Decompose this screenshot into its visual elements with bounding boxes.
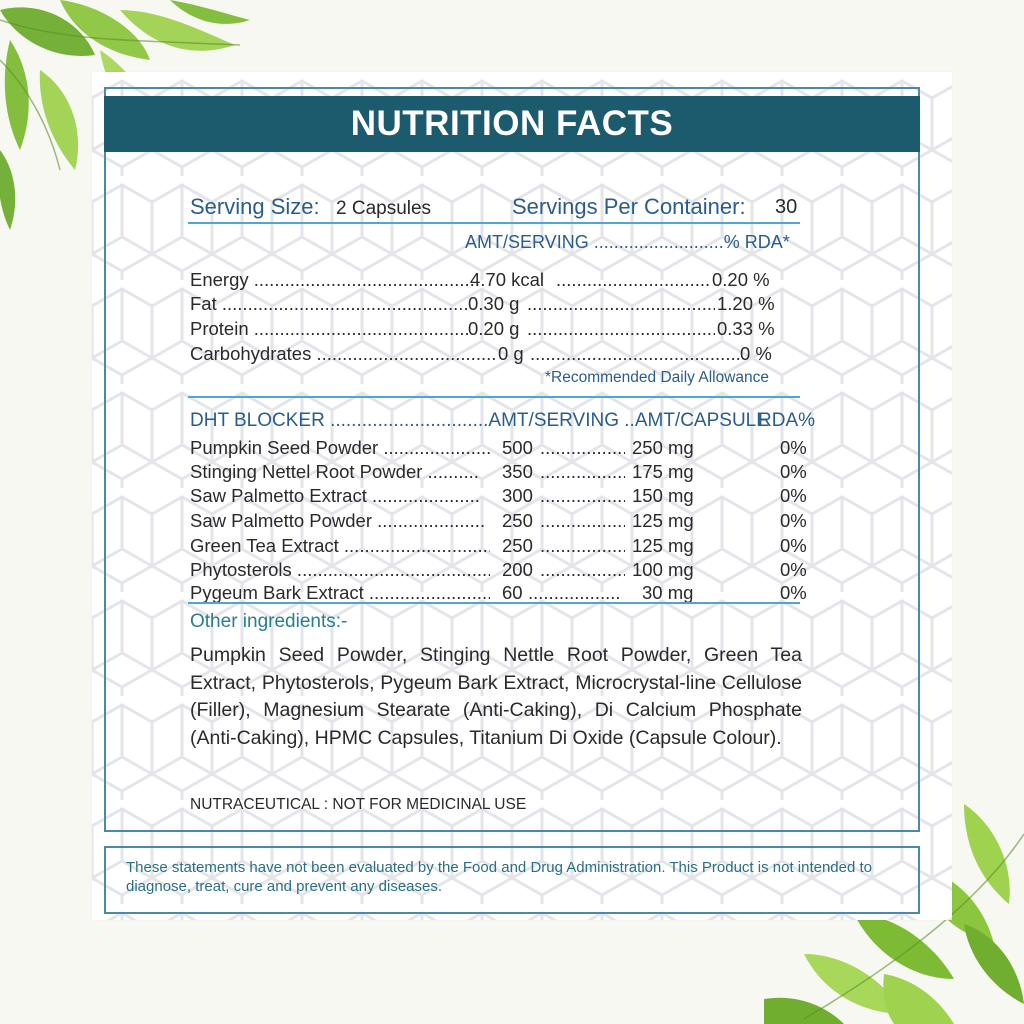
amount-per-capsule: 125 mg <box>632 535 694 556</box>
label-panel <box>92 72 952 920</box>
nutrient-rda: 0.20 % <box>712 269 770 290</box>
nutrient-amount: 4.70 kcal <box>470 269 545 290</box>
table-row: Phytosterols ...........................… <box>190 559 810 583</box>
amount-per-serving: 200 <box>502 559 533 580</box>
ingredient-name: Phytosterols ...........................… <box>190 559 490 580</box>
nutrient-row: Energy .................................… <box>190 269 810 293</box>
ingredient-name: Saw Palmetto Powder ....................… <box>190 510 486 531</box>
geometric-background-pattern <box>92 72 952 920</box>
nutrient-leader: ........................................… <box>527 318 715 339</box>
amount-per-serving: 250 <box>502 535 533 556</box>
amount-per-capsule: 175 mg <box>632 461 694 482</box>
row-leader: .................. <box>540 535 625 556</box>
amount-per-capsule: 30 mg <box>642 582 694 603</box>
dht-rda-header: RDA% <box>758 410 816 431</box>
nutrient-leader: ........................................… <box>530 343 740 364</box>
nutrient-rda: 1.20 % <box>717 293 775 314</box>
amount-per-capsule: 100 mg <box>632 559 694 580</box>
row-leader: .................. <box>540 437 625 458</box>
ingredient-name: Green Tea Extract ......................… <box>190 535 490 556</box>
ingredient-name: Pygeum Bark Extract ....................… <box>190 582 490 603</box>
table-row: Stinging Nettel Root Powder .......... 3… <box>190 461 810 485</box>
nutrient-rda: 0 % <box>740 343 772 364</box>
serving-size-value: 2 Capsules <box>336 198 432 219</box>
nutrient-name: Carbohydrates ..........................… <box>190 343 498 364</box>
table-row: Green Tea Extract ......................… <box>190 535 810 559</box>
page-title: NUTRITION FACTS <box>104 96 920 152</box>
rda-percent: 0% <box>780 582 807 603</box>
nutrient-amount: 0 g <box>498 343 524 364</box>
serving-size-label: Serving Size: <box>190 194 320 219</box>
rda-footnote: *Recommended Daily Allowance <box>545 369 770 386</box>
other-ingredients-text: Pumpkin Seed Powder, Stinging Nettle Roo… <box>190 644 802 749</box>
table-row: Pumpkin Seed Powder ....................… <box>190 437 810 461</box>
amount-per-capsule: 150 mg <box>632 485 694 506</box>
rda-percent: 0% <box>780 437 807 458</box>
label-border <box>104 87 920 832</box>
nutrient-row: Fat ....................................… <box>190 293 810 317</box>
leaves-decoration-top-left <box>0 0 250 230</box>
nutrient-name: Protein ................................… <box>190 318 468 339</box>
divider <box>188 222 800 224</box>
rda-percent: 0% <box>780 485 807 506</box>
amount-per-serving: 350 <box>502 461 533 482</box>
fda-disclaimer: These statements have not been evaluated… <box>126 859 873 895</box>
nutrient-name: Fat ....................................… <box>190 293 468 314</box>
amount-per-serving: 250 <box>502 510 533 531</box>
divider <box>188 396 800 398</box>
rda-percent: 0% <box>780 535 807 556</box>
row-leader: .................. <box>540 510 625 531</box>
row-leader: .................. <box>540 461 625 482</box>
table-row: Saw Palmetto Powder ....................… <box>190 510 810 534</box>
nutrient-amount: 0.20 g <box>468 318 520 339</box>
rda-percent: 0% <box>780 510 807 531</box>
amount-per-serving: 60 <box>502 582 523 603</box>
amt-rda-header: AMT/SERVING ..........................% … <box>465 232 790 252</box>
amount-per-capsule: 125 mg <box>632 510 694 531</box>
divider <box>188 602 800 604</box>
rda-percent: 0% <box>780 559 807 580</box>
row-leader: .................. <box>540 485 625 506</box>
table-row: Pygeum Bark Extract ....................… <box>190 582 810 606</box>
table-row: Saw Palmetto Extract ...................… <box>190 485 810 509</box>
rda-percent: 0% <box>780 461 807 482</box>
nutrient-rda: 0.33 % <box>717 318 775 339</box>
ingredient-name: Stinging Nettel Root Powder .......... <box>190 461 479 482</box>
nutrient-name: Energy .................................… <box>190 269 480 290</box>
nutrient-amount: 0.30 g <box>468 293 520 314</box>
nutrient-row: Protein ................................… <box>190 318 810 342</box>
nutrient-leader: ........................................… <box>527 293 715 314</box>
disclaimer-box <box>104 846 920 914</box>
amount-per-serving: 300 <box>502 485 533 506</box>
other-ingredients-heading: Other ingredients:- <box>190 611 348 632</box>
servings-per-container-label: Servings Per Container: <box>512 194 746 219</box>
servings-per-container-value: 30 <box>775 196 798 218</box>
amount-per-serving: 500 <box>502 437 533 458</box>
nutraceutical-note: NUTRACEUTICAL : NOT FOR MEDICINAL USE <box>190 796 527 813</box>
ingredient-name: Saw Palmetto Extract ...................… <box>190 485 480 506</box>
nutrient-leader: .................................. <box>556 269 711 290</box>
ingredient-name: Pumpkin Seed Powder ....................… <box>190 437 492 458</box>
row-leader: .................. <box>540 559 625 580</box>
dht-blocker-header: DHT BLOCKER ............................… <box>190 410 769 431</box>
row-leader: ..................... <box>528 582 622 603</box>
amount-per-capsule: 250 mg <box>632 437 694 458</box>
nutrient-row: Carbohydrates ..........................… <box>190 343 810 367</box>
